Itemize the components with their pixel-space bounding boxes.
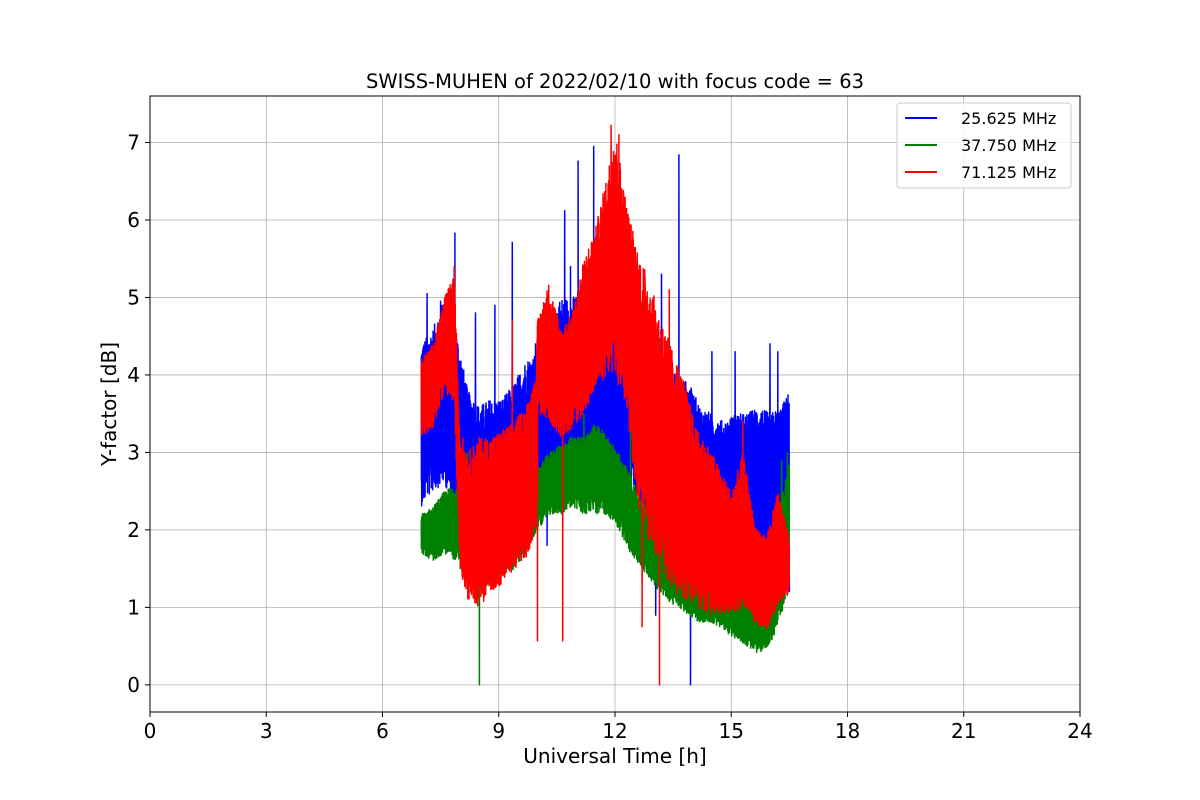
x-tick-label: 15 <box>719 719 744 743</box>
legend-entry: 25.625 MHz <box>905 109 1056 128</box>
y-tick-label: 7 <box>127 130 140 154</box>
x-tick-label: 21 <box>951 719 976 743</box>
y-tick-label: 6 <box>127 208 140 232</box>
y-tick-label: 0 <box>127 673 140 697</box>
y-axis-label: Y-factor [dB] <box>97 342 121 467</box>
legend-label: 37.750 MHz <box>961 136 1056 155</box>
x-tick-label: 18 <box>835 719 860 743</box>
y-tick-label: 2 <box>127 518 140 542</box>
y-tick-label: 4 <box>127 363 140 387</box>
y-tick-label: 1 <box>127 595 140 619</box>
x-tick-label: 12 <box>602 719 627 743</box>
series-layer <box>420 124 791 686</box>
legend-box <box>896 102 1072 189</box>
y-tick-label: 3 <box>127 440 140 464</box>
legend-entry: 37.750 MHz <box>905 136 1056 155</box>
legend-label: 25.625 MHz <box>961 109 1056 128</box>
chart-title: SWISS-MUHEN of 2022/02/10 with focus cod… <box>366 70 864 93</box>
x-axis-label: Universal Time [h] <box>523 744 706 768</box>
legend-entry: 71.125 MHz <box>905 163 1056 182</box>
x-tick-label: 0 <box>144 719 157 743</box>
x-tick-label: 3 <box>260 719 273 743</box>
x-tick-label: 6 <box>376 719 389 743</box>
x-tick-label: 24 <box>1067 719 1092 743</box>
x-tick-label: 9 <box>492 719 505 743</box>
legend: 25.625 MHz 37.750 MHz 71.125 MHz <box>896 102 1072 189</box>
y-tick-label: 5 <box>127 285 140 309</box>
series-line-2 <box>420 124 791 686</box>
legend-label: 71.125 MHz <box>961 163 1056 182</box>
